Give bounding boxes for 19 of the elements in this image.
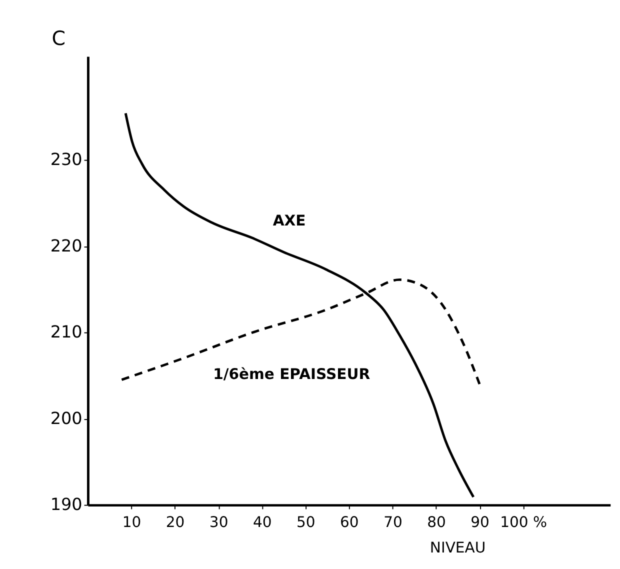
x-tick-label: 40 xyxy=(252,514,272,531)
y-tick-label: 200 xyxy=(50,408,82,428)
x-tick-label: 60 xyxy=(340,514,359,531)
series-label: 1/6ème EPAISSEUR xyxy=(213,366,371,383)
x-tick-label: 20 xyxy=(166,514,185,531)
x-tick-label: 70 xyxy=(384,514,402,531)
y-tick-label: 220 xyxy=(50,235,82,256)
x-tick-label: 80 xyxy=(427,514,446,531)
y-tick-label: 190 xyxy=(50,494,82,514)
x-tick-label: 30 xyxy=(209,514,228,531)
x-axis-title: NIVEAU xyxy=(430,540,486,557)
series-label: AXE xyxy=(272,212,306,230)
x-tick-label: 100 % xyxy=(500,514,548,531)
x-tick-label: 90 xyxy=(470,514,490,531)
x-tick-label: 10 xyxy=(122,514,142,531)
y-axis-title: C xyxy=(52,26,66,50)
y-tick-label: 230 xyxy=(50,149,82,170)
x-tick-label: 50 xyxy=(296,514,316,531)
y-tick-label: 210 xyxy=(50,322,82,342)
